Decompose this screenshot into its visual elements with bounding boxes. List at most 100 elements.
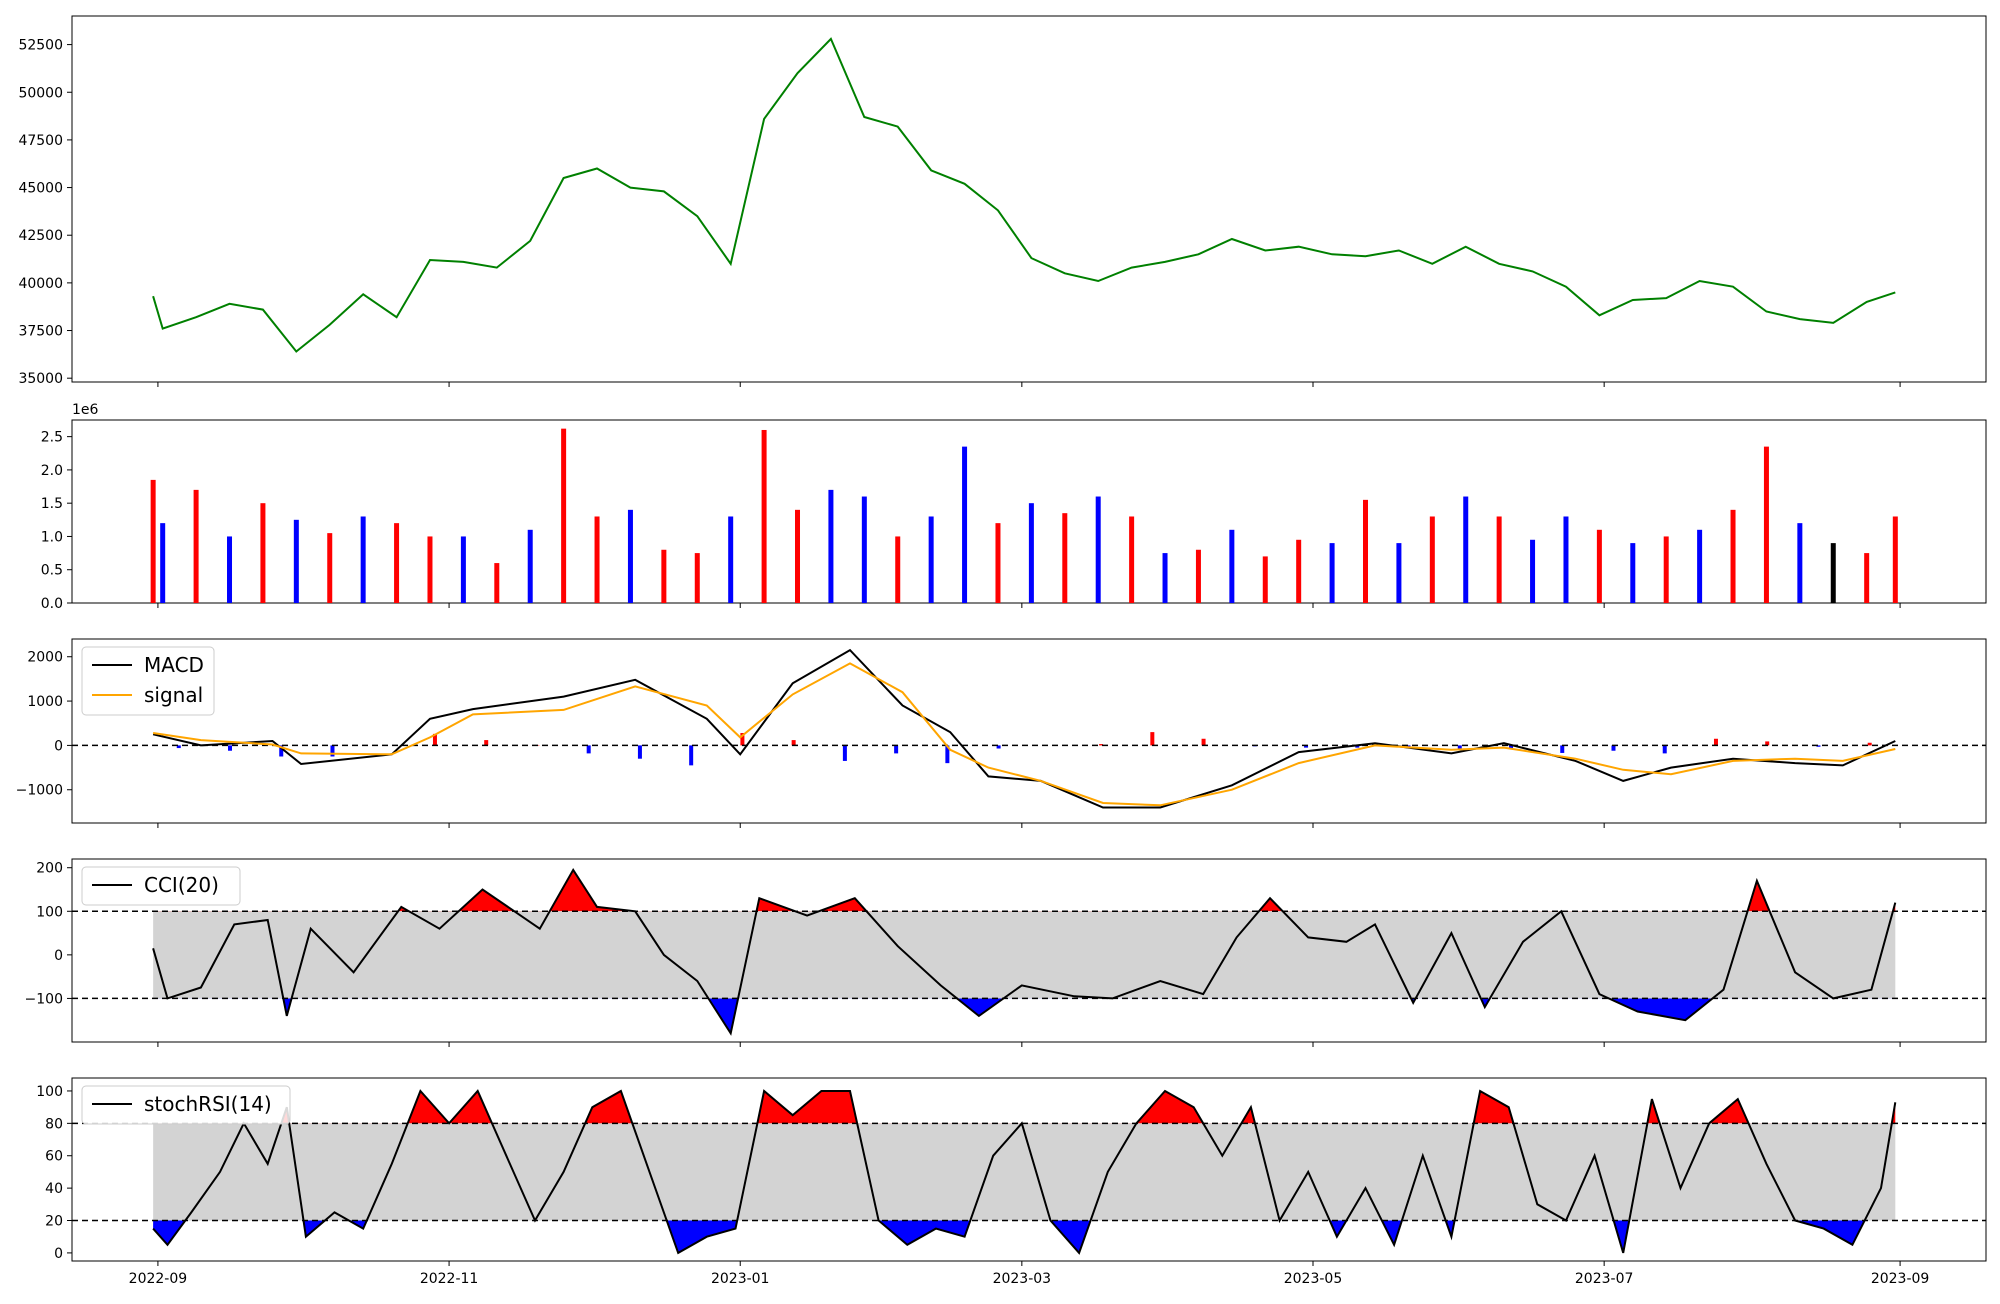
volume-bar [394,523,399,603]
y-tick-label: 40 [45,1181,63,1197]
macd-histogram-bar [228,745,232,750]
volume-bar [294,520,299,603]
volume-bar [828,490,833,603]
volume-bar [595,516,600,603]
volume-bar [1029,503,1034,603]
macd-histogram-bar [689,745,693,765]
y-tick-label: 20 [45,1214,63,1230]
volume-bar [962,447,967,603]
volume-bar [862,497,867,603]
volume-bar [160,523,165,603]
volume-bar [361,516,366,603]
volume-bar [1229,530,1234,603]
volume-bar [929,516,934,603]
volume-bar [1062,513,1067,603]
macd-histogram-bar [1611,745,1615,750]
macd-line [153,650,1895,807]
x-tick-label: 2022-09 [129,1271,188,1287]
macd-histogram-bar [484,740,488,745]
x-tick-label: 2023-03 [993,1271,1052,1287]
y-tick-label: 0.5 [41,563,63,579]
x-tick-label: 2023-09 [1871,1271,1930,1287]
y-tick-label: 2000 [27,650,63,666]
neutral-band [153,1123,1895,1220]
volume-bar [1797,523,1802,603]
volume-bar [1697,530,1702,603]
macd-histogram-bar [1560,745,1564,753]
macd-histogram-bar [843,745,847,761]
legend-label: MACD [144,653,204,677]
volume-bar [494,563,499,603]
volume-bar [1731,510,1736,603]
volume-bar [1196,550,1201,603]
y-tick-label: 100 [36,1084,63,1100]
y-tick-label: 2.5 [41,430,63,446]
y-tick-label: 100 [36,904,63,920]
volume-bar [427,536,432,603]
volume-bar [1764,447,1769,603]
volume-bar [1530,540,1535,603]
y-tick-label: 42500 [18,228,63,244]
volume-bar [227,536,232,603]
volume-bar [260,503,265,603]
volume-bar [1664,536,1669,603]
price-panel-frame [72,16,1986,382]
volume-bar [762,430,767,603]
macd-histogram-bar [587,745,591,753]
y-tick-label: 200 [36,861,63,877]
macd-histogram-bar [894,745,898,753]
macd-histogram-bar [330,745,334,756]
macd-histogram-bar [1202,739,1206,746]
macd-histogram-bar [1868,743,1872,746]
macd-histogram-bar [1150,732,1154,745]
volume-bar [628,510,633,603]
price-line [153,39,1895,352]
volume-bar [1396,543,1401,603]
y-tick-label: 0 [54,1246,63,1262]
macd-histogram-bar [1714,739,1718,746]
volume-bar [1296,540,1301,603]
y-tick-label: 45000 [18,181,63,197]
volume-bar [1096,497,1101,603]
y-tick-label: 50000 [18,85,63,101]
volume-bar [327,533,332,603]
y-tick-label: 52500 [18,38,63,54]
volume-bar [728,516,733,603]
volume-bar [1363,500,1368,603]
volume-bar [995,523,1000,603]
volume-bar [1163,553,1168,603]
volume-bar [528,530,533,603]
y-tick-label: 0 [54,948,63,964]
y-tick-label: 35000 [18,371,63,387]
volume-bar [1864,553,1869,603]
x-tick-label: 2023-07 [1575,1271,1634,1287]
x-tick-label: 2022-11 [420,1271,479,1287]
volume-bar [1430,516,1435,603]
volume-bar [561,429,566,603]
volume-bar [1330,543,1335,603]
y-tick-label: 37500 [18,324,63,340]
volume-bar [1893,516,1898,603]
macd-histogram-bar [638,745,642,758]
volume-bar [1630,543,1635,603]
volume-bar [661,550,666,603]
y-tick-label: 2.0 [41,463,63,479]
volume-bar [194,490,199,603]
y-tick-label: 1000 [27,694,63,710]
legend-label: stochRSI(14) [144,1092,272,1116]
volume-bar [1463,497,1468,603]
y-tick-label: 60 [45,1149,63,1165]
macd-histogram-bar [792,740,796,745]
y-tick-label: −100 [25,991,63,1007]
volume-bar [1497,516,1502,603]
legend-label: signal [144,683,203,707]
volume-bar [1563,516,1568,603]
volume-bar [795,510,800,603]
y-tick-label: 0 [54,738,63,754]
volume-bar [1129,516,1134,603]
macd-panel-frame [72,639,1986,823]
volume-bar [695,553,700,603]
volume-bar [1597,530,1602,603]
